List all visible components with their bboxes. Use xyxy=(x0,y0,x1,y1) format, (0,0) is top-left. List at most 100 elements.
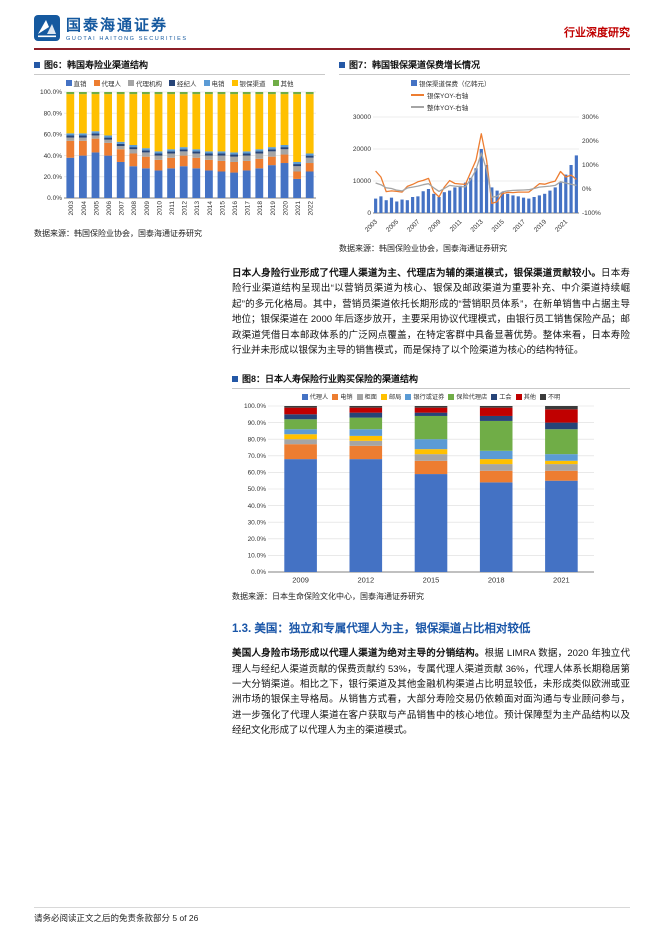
figure-8-title: 图8：日本人寿保险行业购买保险的渠道结构 xyxy=(242,374,419,385)
svg-text:20000: 20000 xyxy=(353,146,371,153)
title-bullet-icon xyxy=(34,61,40,68)
japan-paragraph: 日本人身险行业形成了代理人渠道为主、代理店为辅的渠道模式，银保渠道贡献较小。日本… xyxy=(232,266,630,358)
svg-text:2020: 2020 xyxy=(282,201,289,216)
svg-text:2007: 2007 xyxy=(119,201,126,216)
top-figures-row: 图6：韩国寿险业渠道结构 直销 代理人 代理机构 经纪人 电销 银保渠道 其他 0.0% 20… xyxy=(34,58,630,254)
legend-swatch-icon xyxy=(405,393,412,400)
svg-text:0.0%: 0.0% xyxy=(47,195,62,202)
figure-7-legend: 银保渠道保费（亿韩元） 银保YOY-右轴 整体YOY-右轴 xyxy=(411,78,630,112)
legend-swatch-icon xyxy=(411,106,424,108)
svg-text:2015: 2015 xyxy=(219,201,226,216)
legend-swatch-icon xyxy=(128,80,134,86)
legend-item: 银保YOY-右轴 xyxy=(411,90,468,100)
brand-name: 国泰海通证券 xyxy=(66,17,169,34)
footer-disclaimer: 请务必阅读正文之后的免责条款部分 5 of 26 xyxy=(34,913,199,923)
figure-6-source: 数据来源：韩国保险业协会，国泰海通证券研究 xyxy=(34,229,202,238)
svg-text:2005: 2005 xyxy=(385,218,400,233)
svg-text:200%: 200% xyxy=(582,138,599,145)
svg-text:2021: 2021 xyxy=(295,201,302,216)
japan-paragraph-lead: 日本人身险行业形成了代理人渠道为主、代理店为辅的渠道模式，银保渠道贡献较小。 xyxy=(232,268,602,279)
brand-logo-icon xyxy=(34,15,60,41)
legend-swatch-icon xyxy=(491,393,498,400)
figure-6-chart: 0.0% 20.0% 40.0% 60.0% 80.0% 100.0% 2003 2004 20… xyxy=(34,89,325,225)
us-paragraph-lead: 美国人身险市场形成以代理人渠道为绝对主导的分销结构。 xyxy=(232,648,485,660)
svg-text:2021: 2021 xyxy=(554,218,569,233)
legend-item: 代理人 xyxy=(93,78,121,88)
svg-text:0%: 0% xyxy=(582,186,592,193)
svg-text:2017: 2017 xyxy=(512,218,527,233)
svg-text:2012: 2012 xyxy=(182,201,189,216)
body-column: 日本人身险行业形成了代理人渠道为主、代理店为辅的渠道模式，银保渠道贡献较小。日本… xyxy=(232,266,630,739)
legend-swatch-icon xyxy=(411,94,424,96)
svg-text:90.0%: 90.0% xyxy=(248,420,267,427)
svg-text:100.0%: 100.0% xyxy=(40,89,62,96)
svg-text:80.0%: 80.0% xyxy=(44,110,63,117)
legend-swatch-icon xyxy=(272,80,279,86)
svg-text:2017: 2017 xyxy=(245,201,252,216)
legend-swatch-icon xyxy=(356,393,363,400)
legend-swatch-icon xyxy=(448,393,455,400)
brand-name-en: GUOTAI HAITONG SECURITIES xyxy=(66,36,188,42)
figure-8-chart: 0.0% 10.0% 20.0% 30.0% 40.0% 50.0% 60.0% 70.0% 8… xyxy=(232,402,630,588)
figure-8-legend: 代理人 电销 柜面 邮局 银行或证券 保险代理店 工会 其他 不明 xyxy=(232,392,630,401)
svg-text:80.0%: 80.0% xyxy=(248,437,267,444)
legend-item: 直销 xyxy=(65,78,87,88)
figure-7-title: 图7：韩国银保渠道保费增长情况 xyxy=(349,60,481,70)
svg-text:2003: 2003 xyxy=(68,201,75,216)
svg-text:100.0%: 100.0% xyxy=(244,403,266,410)
svg-text:2012: 2012 xyxy=(357,576,374,585)
legend-item: 电销 xyxy=(332,392,353,401)
svg-text:2015: 2015 xyxy=(423,576,440,585)
svg-text:0.0%: 0.0% xyxy=(251,569,266,576)
svg-text:70.0%: 70.0% xyxy=(248,453,267,460)
svg-text:2011: 2011 xyxy=(169,201,176,215)
legend-item: 工会 xyxy=(491,392,512,401)
legend-item: 保险代理店 xyxy=(448,392,487,401)
figure-8: 图8：日本人寿保险行业购买保险的渠道结构 代理人 电销 柜面 邮局 银行或证券 保险代理店… xyxy=(232,372,630,602)
section-heading-1-3: 1.3. 美国：独立和专属代理人为主，银保渠道占比相对较低 xyxy=(232,623,531,636)
figure-8-title-row: 图8：日本人寿保险行业购买保险的渠道结构 xyxy=(232,372,630,390)
figure-7-title-row: 图7：韩国银保渠道保费增长情况 xyxy=(339,58,630,75)
figure-7-chart: 0 10000 20000 30000 -100% 0% 100% 200% 300% 2003 2… xyxy=(339,113,630,240)
svg-text:-100%: -100% xyxy=(582,210,601,217)
legend-item: 银保渠道 xyxy=(231,78,266,88)
figure-7-source: 数据来源：韩国保险业协会，国泰海通证券研究 xyxy=(339,244,507,253)
svg-text:2004: 2004 xyxy=(81,201,88,216)
brand-logo: 国泰海通证券 GUOTAI HAITONG SECURITIES xyxy=(34,14,188,42)
legend-item: 银行或证券 xyxy=(405,392,444,401)
svg-text:2006: 2006 xyxy=(106,201,113,216)
figure-7: 图7：韩国银保渠道保费增长情况 银保渠道保费（亿韩元） 银保YOY-右轴 整体YOY… xyxy=(339,58,630,254)
japan-paragraph-body: 日本寿险行业渠道结构呈现出“以营销员渠道为核心、银保及邮政渠道为重要补充、中介渠… xyxy=(232,268,630,356)
svg-text:10000: 10000 xyxy=(353,178,371,185)
svg-text:2007: 2007 xyxy=(406,218,421,233)
legend-item: 整体YOY-右轴 xyxy=(411,102,468,112)
svg-text:30.0%: 30.0% xyxy=(248,520,267,527)
legend-item: 电销 xyxy=(203,78,225,88)
svg-text:50.0%: 50.0% xyxy=(248,486,267,493)
legend-swatch-icon xyxy=(411,80,417,86)
legend-swatch-icon xyxy=(515,393,522,400)
svg-text:2009: 2009 xyxy=(427,218,442,233)
svg-text:2018: 2018 xyxy=(488,576,505,585)
svg-text:2021: 2021 xyxy=(553,576,570,585)
svg-text:2003: 2003 xyxy=(364,218,379,233)
svg-text:2009: 2009 xyxy=(144,201,151,216)
svg-text:2008: 2008 xyxy=(131,201,138,216)
title-bullet-icon xyxy=(232,375,238,382)
legend-item: 其他 xyxy=(272,78,294,88)
us-paragraph-body: 根据 LIMRA 数据，2020 年独立代理人与经纪人渠道贡献的保费贡献约 53… xyxy=(232,648,630,737)
svg-text:2005: 2005 xyxy=(93,201,100,216)
legend-swatch-icon xyxy=(301,393,308,400)
svg-text:30000: 30000 xyxy=(353,114,371,121)
page-footer: 请务必阅读正文之后的免责条款部分 5 of 26 xyxy=(34,907,630,924)
legend-swatch-icon xyxy=(539,393,546,400)
legend-item: 不明 xyxy=(539,392,560,401)
legend-item: 其他 xyxy=(515,392,536,401)
svg-text:2013: 2013 xyxy=(470,218,485,233)
svg-text:2009: 2009 xyxy=(292,576,309,585)
legend-item: 银保渠道保费（亿韩元） xyxy=(411,78,491,88)
brand-text: 国泰海通证券 GUOTAI HAITONG SECURITIES xyxy=(66,14,188,42)
fig7-svg: 0 10000 20000 30000 -100% 0% 100% 200% 300% 2003 2… xyxy=(353,114,601,233)
legend-swatch-icon xyxy=(93,80,100,86)
